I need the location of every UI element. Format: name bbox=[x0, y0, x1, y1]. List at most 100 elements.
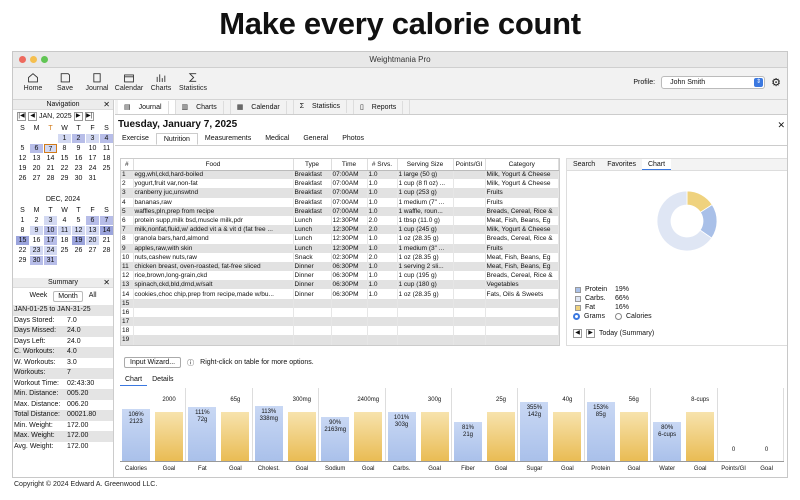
calendar-day[interactable]: 9 bbox=[76, 145, 81, 152]
calendar-day[interactable]: 7 bbox=[100, 216, 113, 225]
tab-calendar[interactable]: ▦ Calendar bbox=[231, 100, 294, 114]
table-row[interactable]: 14 cookies,choc chip,prep from recipe,mad… bbox=[121, 289, 559, 299]
food-table[interactable]: # Food Type Time # Srvs. Serving Size Points/G… bbox=[120, 158, 560, 346]
last-month-icon[interactable]: ▶| bbox=[84, 112, 94, 121]
calendar-day[interactable]: 31 bbox=[88, 175, 97, 182]
table-row[interactable]: 6 protein supp,milk bsd,muscle milk,pdr Lu… bbox=[121, 215, 559, 226]
table-row[interactable]: 10 nuts,cashew nuts,raw Snack 02:30PM 2.0 1 o… bbox=[121, 252, 559, 262]
column-header[interactable]: Points/GI bbox=[453, 159, 486, 171]
next-day-icon[interactable]: ▶ bbox=[586, 329, 595, 338]
tab-medical[interactable]: Medical bbox=[265, 135, 290, 142]
tab-journal[interactable]: ▤ Journal bbox=[118, 100, 176, 114]
calendar-day[interactable]: 17 bbox=[88, 155, 97, 162]
calendar-day[interactable]: 18 bbox=[60, 237, 69, 244]
table-row[interactable]: 17 bbox=[121, 317, 559, 327]
calendar-day[interactable]: 26 bbox=[18, 175, 27, 182]
calories-radio[interactable] bbox=[615, 313, 622, 320]
calendar-day[interactable]: 28 bbox=[102, 247, 111, 254]
grams-radio[interactable] bbox=[573, 313, 580, 320]
tab-month[interactable]: Month bbox=[53, 291, 83, 302]
tab-charts[interactable]: ▥ Charts bbox=[176, 100, 231, 114]
calendar-day[interactable]: 25 bbox=[102, 165, 111, 172]
calendar-day[interactable]: 27 bbox=[88, 247, 97, 254]
close-icon[interactable]: ✕ bbox=[777, 120, 785, 130]
calendar-day[interactable]: 14 bbox=[100, 226, 113, 235]
table-row[interactable]: 5 waffles,pln,prep from recipe Breakfast 07… bbox=[121, 206, 559, 216]
calendar-day[interactable]: 8 bbox=[62, 145, 67, 152]
calendar-day[interactable]: 19 bbox=[18, 165, 27, 172]
table-row[interactable]: 13 spinach,ckd,bld,drnd,w/salt Dinner 06:30… bbox=[121, 280, 559, 290]
table-row[interactable]: 4 bananas,raw Breakfast 07:00AM 1.0 1 medium … bbox=[121, 197, 559, 207]
calendar-day[interactable]: 15 bbox=[60, 155, 69, 162]
table-row[interactable]: 12 rice,brown,long-grain,ckd Dinner 06:30PM… bbox=[121, 271, 559, 281]
calendar-day[interactable]: 10 bbox=[44, 226, 57, 235]
calendar-day[interactable]: 2 bbox=[72, 134, 85, 143]
calendar-day[interactable]: 6 bbox=[30, 144, 43, 153]
toolbar-save-button[interactable]: Save bbox=[49, 68, 81, 99]
prev-day-icon[interactable]: ◀ bbox=[573, 329, 582, 338]
calendar-day[interactable]: 25 bbox=[60, 247, 69, 254]
table-row[interactable]: 3 cranberry juc,unswtnd Breakfast 07:00AM 1.… bbox=[121, 188, 559, 198]
tab-chart-bottom[interactable]: Chart bbox=[120, 374, 148, 386]
close-window-button[interactable] bbox=[19, 56, 26, 63]
toolbar-journal-button[interactable]: Journal bbox=[81, 68, 113, 99]
calendar-day[interactable]: 7 bbox=[44, 144, 57, 153]
calendar-day[interactable]: 16 bbox=[74, 155, 83, 162]
table-row[interactable]: 18 bbox=[121, 326, 559, 336]
calendar-day[interactable]: 12 bbox=[18, 155, 27, 162]
toolbar-home-button[interactable]: Home bbox=[17, 68, 49, 99]
zoom-window-button[interactable] bbox=[41, 56, 48, 63]
gear-icon[interactable]: ⚙ bbox=[771, 77, 781, 89]
tab-measurements[interactable]: Measurements bbox=[204, 135, 252, 142]
calendar-day[interactable]: 15 bbox=[16, 236, 29, 245]
tab-details[interactable]: Details bbox=[152, 376, 174, 383]
tab-photos[interactable]: Photos bbox=[342, 135, 365, 142]
tab-all[interactable]: All bbox=[88, 292, 97, 299]
toolbar-calendar-button[interactable]: Calendar bbox=[113, 68, 145, 99]
calendar-day[interactable]: 13 bbox=[86, 226, 99, 235]
column-header[interactable]: # bbox=[121, 159, 134, 171]
column-header[interactable]: Time bbox=[331, 159, 368, 171]
minimize-window-button[interactable] bbox=[30, 56, 37, 63]
calendar-day[interactable]: 24 bbox=[44, 246, 57, 255]
table-row[interactable]: 19 bbox=[121, 335, 559, 345]
column-header[interactable]: Category bbox=[485, 159, 559, 171]
toolbar-charts-button[interactable]: Charts bbox=[145, 68, 177, 99]
column-header[interactable]: Serving Size bbox=[397, 159, 454, 171]
toolbar-statistics-button[interactable]: Statistics bbox=[177, 68, 209, 99]
calendar-day[interactable]: 22 bbox=[18, 247, 27, 254]
calendar-day[interactable]: 8 bbox=[20, 227, 25, 234]
calendar-day[interactable]: 22 bbox=[60, 165, 69, 172]
tab-exercise[interactable]: Exercise bbox=[122, 135, 149, 142]
calendar-day[interactable]: 16 bbox=[32, 237, 41, 244]
calendar-day[interactable]: 3 bbox=[86, 134, 99, 143]
column-header[interactable]: Food bbox=[133, 159, 294, 171]
tab-reports[interactable]: ▯ Reports bbox=[354, 100, 411, 114]
tab-chart[interactable]: Chart bbox=[641, 159, 672, 170]
column-header[interactable]: # Srvs. bbox=[367, 159, 398, 171]
table-row[interactable]: 8 granola bars,hard,almond Lunch 12:30PM 1.0… bbox=[121, 234, 559, 244]
calendar-day[interactable]: 11 bbox=[58, 226, 71, 235]
calendar-day[interactable]: 3 bbox=[44, 216, 57, 225]
calendar-day[interactable]: 13 bbox=[32, 155, 41, 162]
close-icon[interactable]: ✕ bbox=[103, 278, 110, 287]
table-row[interactable]: 15 bbox=[121, 298, 559, 308]
calendar-day[interactable]: 5 bbox=[20, 145, 25, 152]
calendar-day[interactable]: 28 bbox=[46, 175, 55, 182]
calendar-day[interactable]: 5 bbox=[76, 217, 81, 224]
next-month-icon[interactable]: ▶ bbox=[73, 112, 83, 121]
calendar-day[interactable]: 23 bbox=[30, 246, 43, 255]
calendar-day[interactable]: 19 bbox=[72, 236, 85, 245]
calendar-day[interactable]: 12 bbox=[72, 226, 85, 235]
calendar-day[interactable]: 1 bbox=[58, 134, 71, 143]
calendar-day[interactable]: 30 bbox=[30, 256, 43, 265]
tab-nutrition[interactable]: Nutrition bbox=[155, 133, 198, 145]
calendar-day[interactable]: 24 bbox=[88, 165, 97, 172]
tab-week[interactable]: Week bbox=[29, 292, 48, 299]
column-header[interactable]: Type bbox=[293, 159, 332, 171]
calendar-day[interactable]: 20 bbox=[32, 165, 41, 172]
table-row[interactable]: 2 yogurt,fruit var,non-fat Breakfast 07:00A… bbox=[121, 179, 559, 189]
calendar-day[interactable]: 21 bbox=[46, 165, 55, 172]
calendar-day[interactable]: 4 bbox=[100, 134, 113, 143]
calendar-day[interactable]: 11 bbox=[102, 145, 111, 152]
